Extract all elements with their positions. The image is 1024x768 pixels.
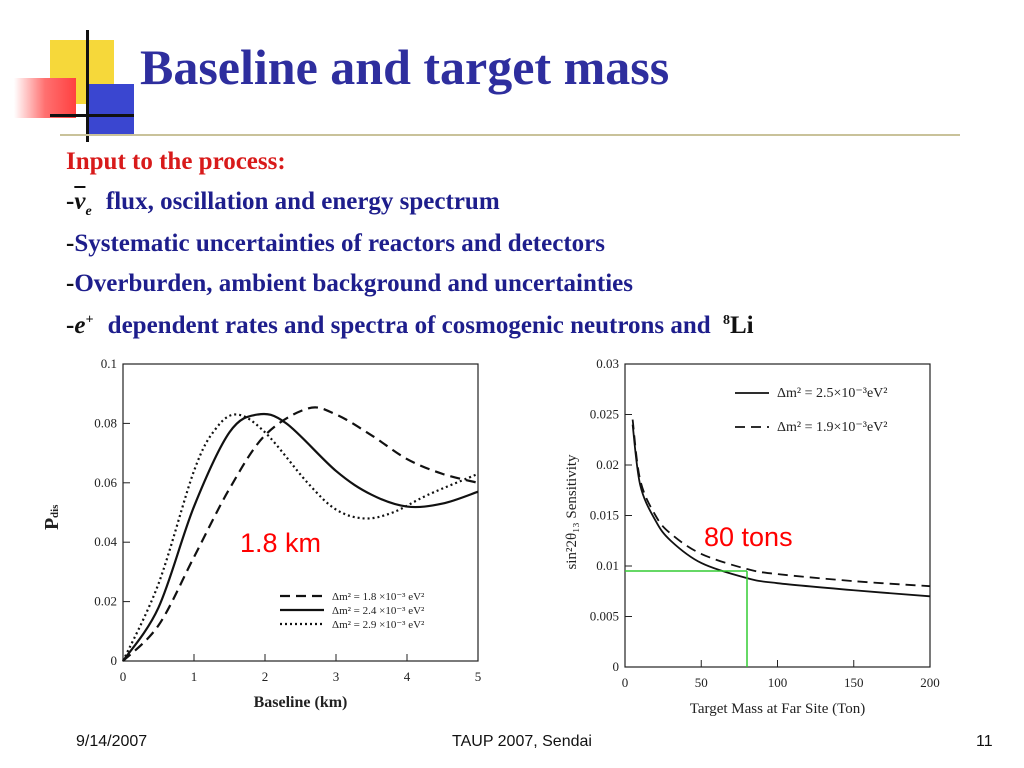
x-tick-label: 2 xyxy=(262,669,269,684)
footer-date: 9/14/2007 xyxy=(76,733,148,750)
slide-title: Baseline and target mass xyxy=(140,39,670,95)
bullet-positron: -e+ dependent rates and spectra of cosmo… xyxy=(66,312,754,340)
li-superscript: 8 xyxy=(722,312,730,328)
deco-horizontal-rule xyxy=(50,114,134,117)
systematic-text: Systematic uncertainties of reactors and… xyxy=(74,230,605,257)
y-tick-label: 0.04 xyxy=(94,534,117,549)
x-tick-label: 3 xyxy=(333,669,340,684)
y-tick-label: 0.025 xyxy=(590,407,619,422)
li-text: Li xyxy=(729,312,754,339)
flux-text: flux, oscillation and energy spectrum xyxy=(105,188,500,215)
target-mass-chart: 0 50 100 150 200 0 0.005 0.01 0.015 0.02 0.025 0.03… xyxy=(564,356,940,717)
series-line xyxy=(122,413,479,662)
x-axis-label: Baseline (km) xyxy=(254,694,348,711)
y-axis-label-subscript: dis xyxy=(49,504,61,518)
mass-annotation: 80 tons xyxy=(704,522,793,552)
series-line xyxy=(122,406,479,662)
footer-conference: TAUP 2007, Sendai xyxy=(452,733,592,750)
x-axis-label: Target Mass at Far Site (Ton) xyxy=(690,701,866,717)
bullet-overburden: -Overburden, ambient background and unce… xyxy=(66,270,633,298)
bullet-dash: - xyxy=(66,230,75,257)
x-tick-label: 150 xyxy=(844,675,864,690)
y-tick-label: 0.015 xyxy=(590,508,619,523)
x-tick-label: 200 xyxy=(920,675,940,690)
bullet-dash: - xyxy=(66,270,75,297)
antineutrino-symbol: ν xyxy=(74,188,86,215)
x-tick-label: 0 xyxy=(120,669,127,684)
series-line xyxy=(631,424,931,598)
y-tick-label: 0 xyxy=(111,653,118,668)
positron-superscript: + xyxy=(85,312,94,328)
y-axis-label: P xyxy=(41,518,63,530)
y-axis-label: sin²2θ₁₃ Sensitivity xyxy=(564,454,580,570)
y-tick-label: 0.01 xyxy=(596,558,619,573)
deco-vertical-rule xyxy=(86,30,89,142)
series-line xyxy=(122,412,479,662)
legend-label: Δm² = 1.8 ×10⁻³ eV² xyxy=(332,591,425,603)
x-tick-label: 5 xyxy=(475,669,482,684)
baseline-chart: 0 1 2 3 4 5 0 0.02 0.04 0.06 0.08 0.1 Baseline (km) Δ… xyxy=(41,356,482,711)
bullet-dash: - xyxy=(66,188,75,215)
bullet-dash: - xyxy=(66,312,75,339)
x-tick-label: 0 xyxy=(622,675,629,690)
y-tick-label: 0.02 xyxy=(596,457,619,472)
input-heading: Input to the process: xyxy=(66,148,286,175)
plot-frame xyxy=(624,363,931,668)
overburden-text: Overburden, ambient background and uncer… xyxy=(74,270,633,297)
plot-frame xyxy=(122,363,479,662)
legend-label: Δm² = 1.9×10⁻³eV² xyxy=(777,420,888,435)
baseline-annotation: 1.8 km xyxy=(240,528,322,558)
legend-label: Δm² = 2.4 ×10⁻³ eV² xyxy=(332,605,425,617)
x-tick-label: 100 xyxy=(768,675,788,690)
deco-red-square xyxy=(14,78,76,118)
legend-label: Δm² = 2.9 ×10⁻³ eV² xyxy=(332,619,425,631)
deco-blue-square xyxy=(86,84,134,136)
x-tick-label: 50 xyxy=(695,675,708,690)
series-line xyxy=(631,419,931,588)
x-tick-label: 4 xyxy=(404,669,411,684)
footer-page-number: 11 xyxy=(976,733,993,750)
antineutrino-subscript: e xyxy=(85,204,92,219)
y-tick-label: 0.03 xyxy=(596,356,619,371)
x-tick-label: 1 xyxy=(191,669,198,684)
title-underline xyxy=(60,134,960,136)
y-tick-label: 0 xyxy=(613,659,620,674)
y-tick-label: 0.08 xyxy=(94,415,117,430)
y-tick-label: 0.1 xyxy=(101,356,117,371)
y-tick-label: 0.02 xyxy=(94,594,117,609)
bullet-systematic: -Systematic uncertainties of reactors an… xyxy=(66,230,605,258)
y-tick-label: 0.005 xyxy=(590,609,619,624)
legend-label: Δm² = 2.5×10⁻³eV² xyxy=(777,386,888,401)
bullet-flux: -νe flux, oscillation and energy spectru… xyxy=(66,188,500,220)
y-tick-label: 0.06 xyxy=(94,475,117,490)
dependent-text: dependent rates and spectra of cosmogeni… xyxy=(107,312,711,339)
positron-symbol: e xyxy=(74,312,86,339)
